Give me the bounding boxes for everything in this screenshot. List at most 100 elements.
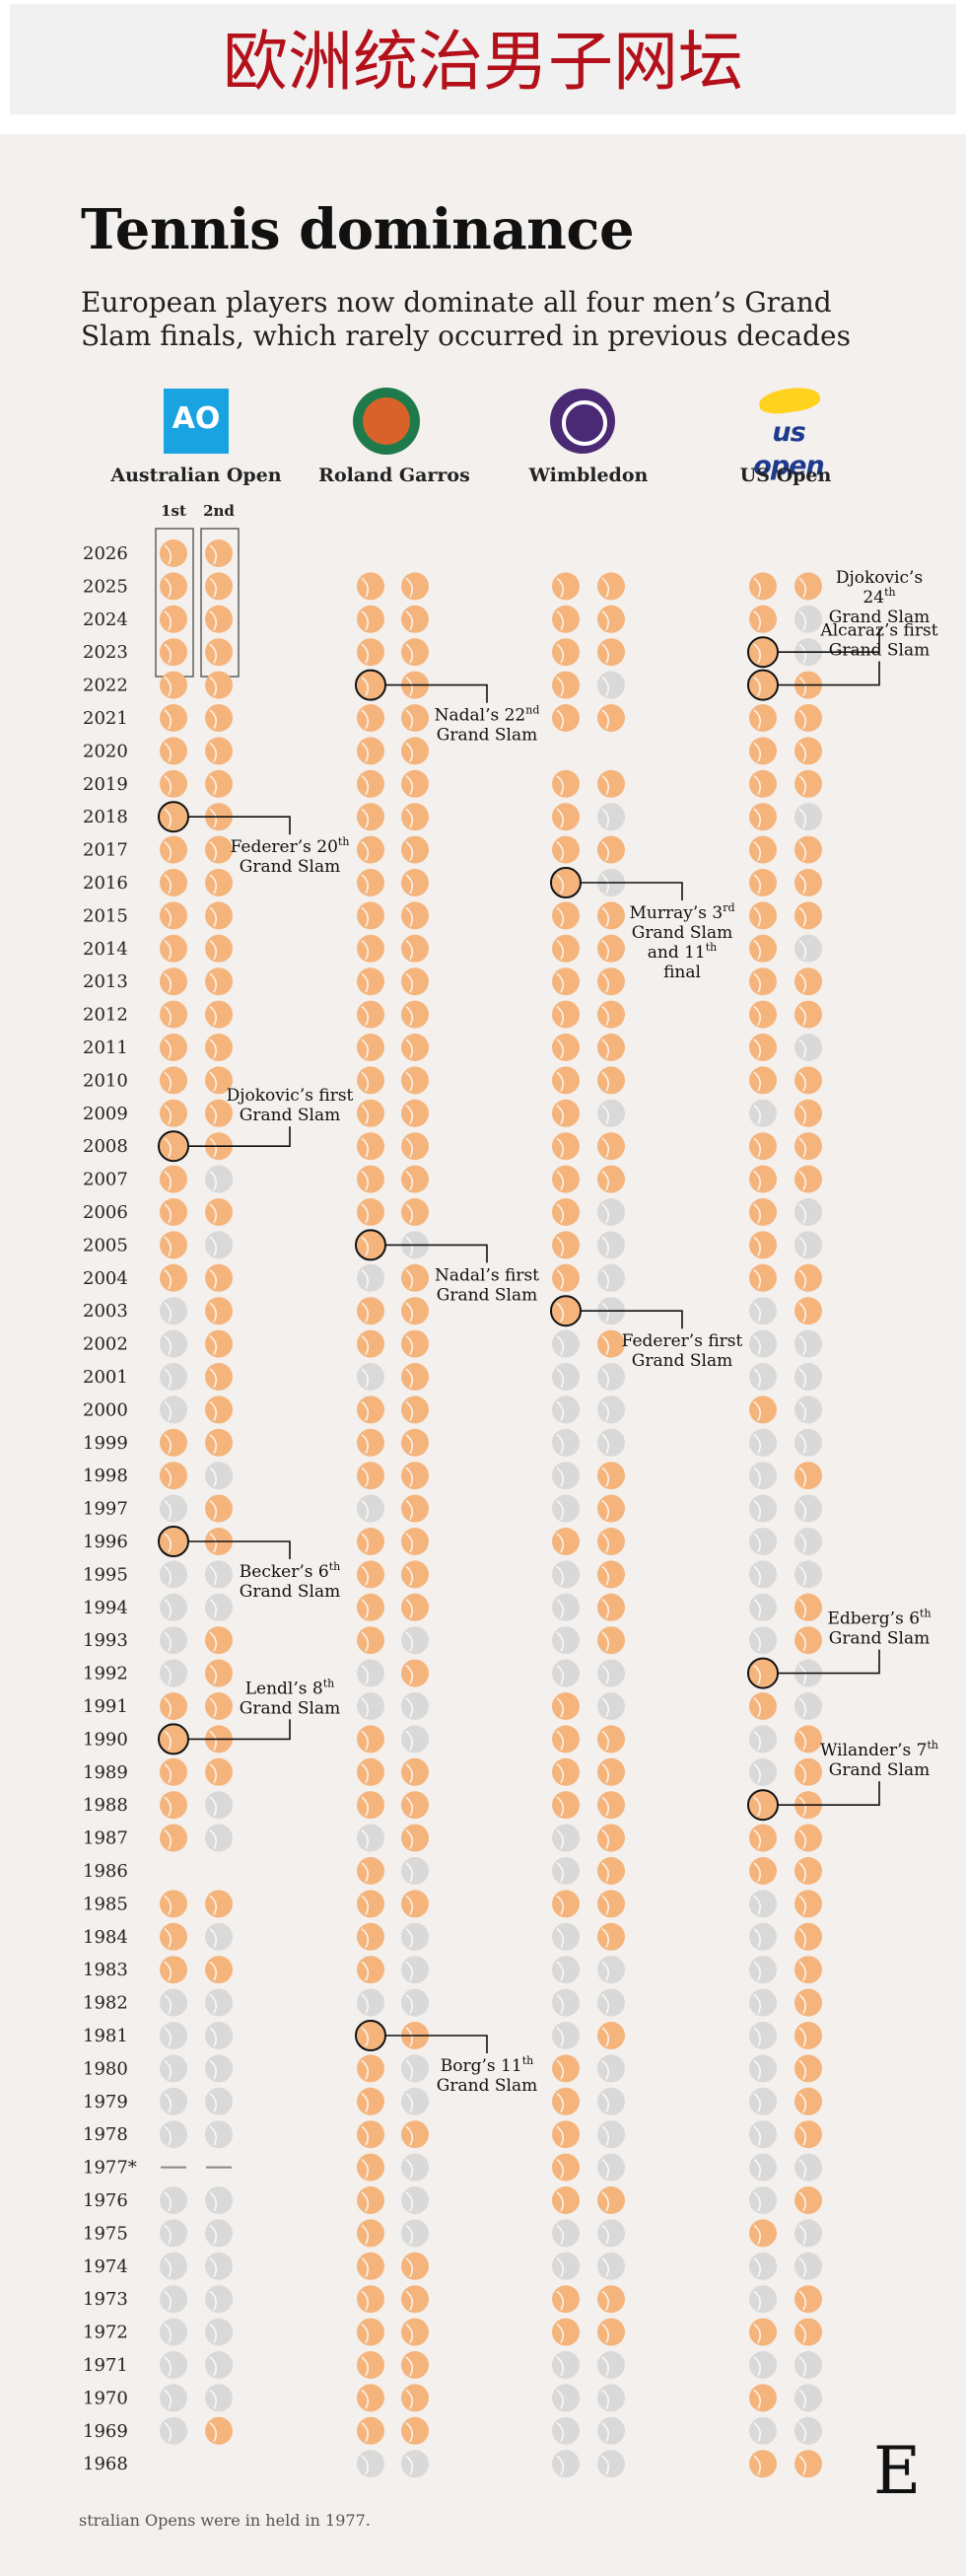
ball-seam	[164, 2059, 172, 2080]
final-dot	[749, 1066, 777, 1095]
final-dot	[552, 1988, 580, 2017]
ball-seam	[601, 840, 610, 861]
final-dot	[597, 1725, 625, 1753]
ball-seam	[209, 906, 218, 927]
ball-seam	[164, 1993, 172, 2014]
final-dot	[205, 1363, 233, 1391]
final-dot	[401, 1626, 429, 1655]
year-label: 1985	[83, 1894, 128, 1914]
ball-seam	[164, 1730, 172, 1751]
ball-seam	[601, 2093, 610, 2113]
ball-seam	[405, 2059, 414, 2080]
final-dot	[160, 1692, 187, 1720]
ball-seam	[361, 1697, 370, 1718]
ball-seam	[601, 676, 610, 696]
final-dot	[749, 967, 777, 996]
ball-seam	[601, 1796, 610, 1817]
ball-seam	[753, 1236, 762, 1256]
ball-seam	[753, 1038, 762, 1059]
final-dot	[749, 1132, 777, 1161]
final-dot	[794, 605, 822, 633]
year-label: 2014	[83, 939, 128, 960]
final-dot	[357, 803, 384, 831]
ball-seam	[753, 2290, 762, 2311]
final-dot	[401, 1791, 429, 1820]
ball-seam	[361, 2389, 370, 2409]
ball-seam	[361, 1368, 370, 1389]
year-label: 1997	[83, 1499, 128, 1520]
ball-seam	[798, 840, 807, 861]
ball-seam	[601, 2323, 610, 2343]
final-dot	[357, 1857, 384, 1885]
final-dot	[552, 572, 580, 601]
ball-seam	[405, 1302, 414, 1323]
ball-seam	[405, 1499, 414, 1520]
ball-seam	[753, 1269, 762, 1290]
final-dot	[205, 1956, 233, 1984]
ball-seam	[753, 2224, 762, 2245]
annotation-label: Edberg’s 6th	[827, 1608, 931, 1629]
final-dot	[794, 1066, 822, 1095]
final-dot	[160, 1428, 187, 1457]
final-dot	[205, 2351, 233, 2379]
ball-seam	[164, 643, 172, 664]
ball-seam	[601, 2027, 610, 2047]
final-dot	[597, 1824, 625, 1852]
final-dot	[794, 2153, 822, 2182]
final-dot	[357, 2022, 384, 2049]
final-dot	[794, 1231, 822, 1259]
ball-seam	[556, 1828, 565, 1849]
ball-seam	[164, 775, 172, 796]
final-dot	[160, 1757, 187, 1786]
ball-seam	[753, 1400, 762, 1421]
ball-seam	[798, 1828, 807, 1849]
final-dot	[597, 1363, 625, 1391]
final-dot	[357, 2416, 384, 2445]
ball-seam	[405, 2224, 414, 2245]
ball-seam	[164, 1334, 172, 1355]
year-label: 2008	[83, 1136, 128, 1157]
ball-seam	[209, 610, 218, 631]
ball-seam	[556, 2027, 565, 2047]
annotation-leader	[581, 1310, 683, 1329]
ball-seam	[209, 1334, 218, 1355]
ball-seam	[209, 1170, 218, 1190]
final-dot	[357, 1494, 384, 1523]
final-dot	[205, 1659, 233, 1687]
ball-seam	[556, 1236, 565, 1256]
ball-seam	[164, 940, 172, 961]
year-label: 1975	[83, 2223, 128, 2244]
final-dot	[749, 2351, 777, 2379]
final-dot	[205, 1692, 233, 1720]
ball-seam	[601, 2158, 610, 2179]
ball-seam	[209, 2290, 218, 2311]
final-dot	[205, 1034, 233, 1061]
ball-seam	[601, 2455, 610, 2475]
final-dot	[749, 1528, 777, 1555]
ball-seam	[209, 2093, 218, 2113]
year-label: 1990	[83, 1729, 128, 1750]
final-dot	[794, 2219, 822, 2248]
ball-seam	[753, 940, 762, 961]
ball-seam	[556, 1434, 565, 1455]
year-label: 1972	[83, 2323, 128, 2343]
ball-seam	[753, 1763, 762, 1784]
ball-seam	[798, 2093, 807, 2113]
ball-seam	[753, 2158, 762, 2179]
column-header-us-open: US Open	[739, 465, 832, 486]
ball-seam	[209, 940, 218, 961]
final-dot	[552, 1099, 580, 1127]
ball-seam	[361, 2158, 370, 2179]
ball-seam	[209, 1368, 218, 1389]
final-dot	[357, 1659, 384, 1687]
ball-seam	[405, 1599, 414, 1619]
final-dot	[357, 1791, 384, 1820]
final-dot	[749, 1824, 777, 1852]
final-dot	[749, 671, 777, 699]
final-dot	[401, 1824, 429, 1852]
ball-seam	[405, 1203, 414, 1224]
ball-seam	[556, 2191, 565, 2212]
ball-seam	[753, 577, 762, 598]
annotation-leader	[581, 882, 683, 900]
ball-seam	[405, 2191, 414, 2212]
